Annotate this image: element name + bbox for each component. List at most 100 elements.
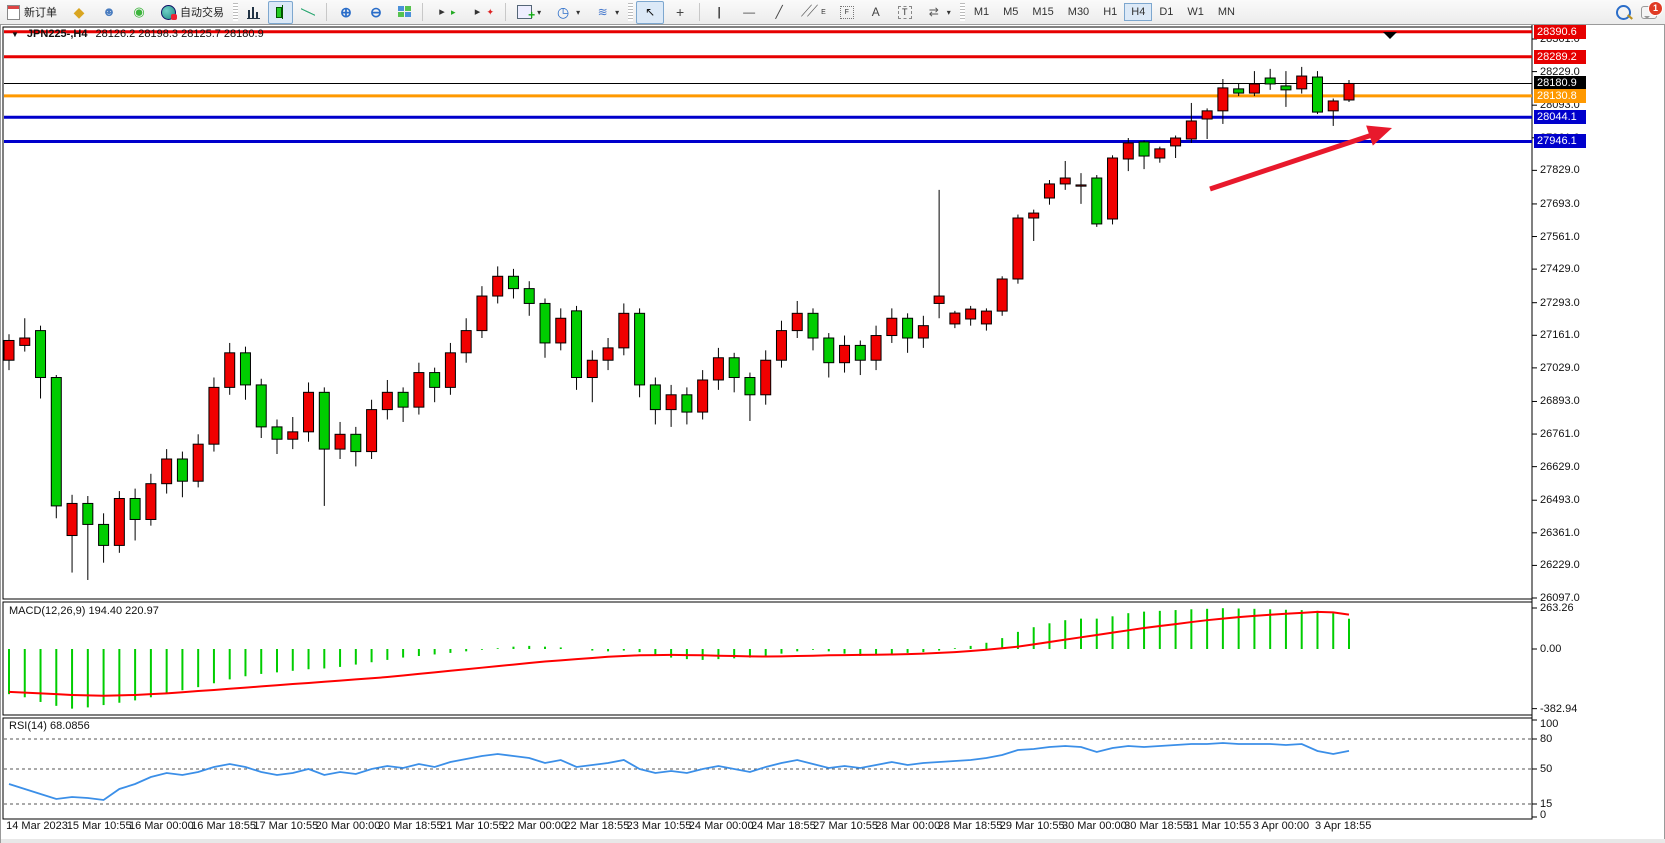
candle xyxy=(949,312,961,325)
candle xyxy=(649,384,661,411)
chart-shift-flag: ✦ xyxy=(486,6,495,17)
timeframe-m5[interactable]: M5 xyxy=(1003,6,1019,18)
new-chart-button[interactable]: ▾ xyxy=(511,1,547,24)
candle xyxy=(586,359,598,379)
quotes-icon: ◆ xyxy=(73,4,85,20)
candle xyxy=(35,330,47,379)
candle xyxy=(113,497,125,546)
price-tick-label: 26893.0 xyxy=(1540,395,1580,408)
price-badge-28130.8: 28130.8 xyxy=(1534,88,1586,103)
candle xyxy=(1122,142,1134,160)
text-button[interactable]: A xyxy=(862,1,890,24)
candlestick-button[interactable] xyxy=(268,0,293,24)
candle xyxy=(334,433,346,450)
candle xyxy=(366,409,378,453)
auto-scroll-button[interactable]: ▸ ▸ xyxy=(428,1,462,24)
rsi-tick-label: 15 xyxy=(1540,798,1553,810)
toolbar-drag-handle[interactable] xyxy=(628,3,634,21)
trendline-button[interactable]: ╱ xyxy=(765,1,793,24)
candle xyxy=(1028,212,1040,219)
macd-signal-line xyxy=(8,610,1350,697)
candle xyxy=(98,523,110,546)
quotes-button[interactable]: ◆ xyxy=(65,1,93,24)
candle xyxy=(634,312,646,386)
timeframe-bar: M1 M5 M15 M30 H1 H4 D1 W1 MN xyxy=(967,3,1242,21)
candle xyxy=(350,433,362,453)
bar-chart-icon xyxy=(247,5,260,19)
timeframe-m1[interactable]: M1 xyxy=(973,6,990,18)
symbol-period-label: JPN225-,H4 xyxy=(26,28,88,40)
separator xyxy=(422,3,423,21)
arrows-button[interactable]: ⇄ ▾ xyxy=(920,1,957,24)
zoom-out-icon: ⊖ xyxy=(370,4,382,20)
candle xyxy=(1343,82,1355,101)
trend-arrow-head xyxy=(1366,125,1392,146)
cursor-button[interactable]: ↖ xyxy=(636,0,665,24)
equidistant-channel-button[interactable]: ╱╱ E xyxy=(795,1,832,24)
candle xyxy=(224,352,236,388)
autotrading-button[interactable]: 自动交易 xyxy=(155,1,230,24)
chart-shift-button[interactable]: ▸ ✦ xyxy=(464,1,501,24)
price-tick-label: 28229.0 xyxy=(1540,65,1580,78)
macd-tick-label: 263.26 xyxy=(1540,602,1574,614)
candle xyxy=(271,426,283,440)
fibonacci-button[interactable]: F xyxy=(834,1,860,24)
candle xyxy=(602,347,614,361)
candle xyxy=(381,391,393,411)
client-terminal-button[interactable]: ☻ xyxy=(95,1,123,24)
price-tick-label: 27693.0 xyxy=(1540,197,1580,210)
candle xyxy=(1327,100,1339,112)
timeframe-d1[interactable]: D1 xyxy=(1159,6,1174,18)
bar-chart-button[interactable] xyxy=(241,1,266,24)
candle xyxy=(555,317,567,344)
price-tick-label: 27029.0 xyxy=(1540,361,1580,374)
macd-tick-label: 0.00 xyxy=(1540,643,1562,655)
rsi-tick-label: 0 xyxy=(1540,809,1547,821)
candle xyxy=(618,312,630,349)
timeframe-m30[interactable]: M30 xyxy=(1067,6,1090,18)
signals-button[interactable]: ◉ xyxy=(125,1,153,24)
crosshair-button[interactable]: + xyxy=(666,1,694,24)
candle xyxy=(870,335,882,361)
rsi-line xyxy=(8,742,1350,801)
timeframe-mn[interactable]: MN xyxy=(1217,6,1235,18)
candle xyxy=(728,357,740,379)
candle xyxy=(744,377,756,396)
horizontal-line-button[interactable]: — xyxy=(735,1,763,24)
line-chart-button[interactable] xyxy=(295,1,321,24)
chevron-down-icon[interactable]: ▼ xyxy=(11,29,19,39)
candlestick-icon xyxy=(274,5,287,19)
candle xyxy=(82,502,94,525)
indicators-button[interactable]: ≋ ▾ xyxy=(588,1,625,24)
zoom-in-button[interactable]: ⊕ xyxy=(332,1,360,24)
tile-windows-button[interactable] xyxy=(392,1,417,24)
new-order-button[interactable]: 新订单 xyxy=(1,1,63,24)
chat-icon[interactable]: 1 xyxy=(1641,0,1663,19)
chart-canvas[interactable] xyxy=(1,25,1665,843)
chart-marker-icon[interactable] xyxy=(1383,32,1397,39)
zoom-out-button[interactable]: ⊖ xyxy=(362,1,390,24)
vertical-line-button[interactable]: | xyxy=(705,1,733,24)
candle xyxy=(1170,137,1182,147)
candle xyxy=(760,359,772,396)
candle xyxy=(3,339,15,361)
price-badge-28390.6: 28390.6 xyxy=(1534,24,1586,39)
trend-arrow-line[interactable] xyxy=(1209,130,1379,192)
period-button[interactable]: ◷ ▾ xyxy=(549,1,586,24)
toolbar-drag-handle[interactable] xyxy=(959,3,965,21)
autotrading-icon xyxy=(161,4,177,20)
timeframe-h4[interactable]: H4 xyxy=(1124,3,1153,21)
candle xyxy=(1248,83,1260,94)
timeframe-h1[interactable]: H1 xyxy=(1103,6,1118,18)
timeframe-w1[interactable]: W1 xyxy=(1187,6,1204,18)
search-icon[interactable] xyxy=(1616,4,1631,20)
candle xyxy=(839,344,851,364)
toolbar-drag-handle[interactable] xyxy=(233,3,238,21)
candle xyxy=(1264,77,1276,85)
text-label-button[interactable]: T xyxy=(892,1,918,24)
timeframe-m15[interactable]: M15 xyxy=(1032,6,1054,18)
candle xyxy=(933,295,945,304)
candle xyxy=(318,391,330,450)
chart-window: ▼ JPN225-,H4 28126.2 28198.3 28125.7 281… xyxy=(0,24,1665,843)
